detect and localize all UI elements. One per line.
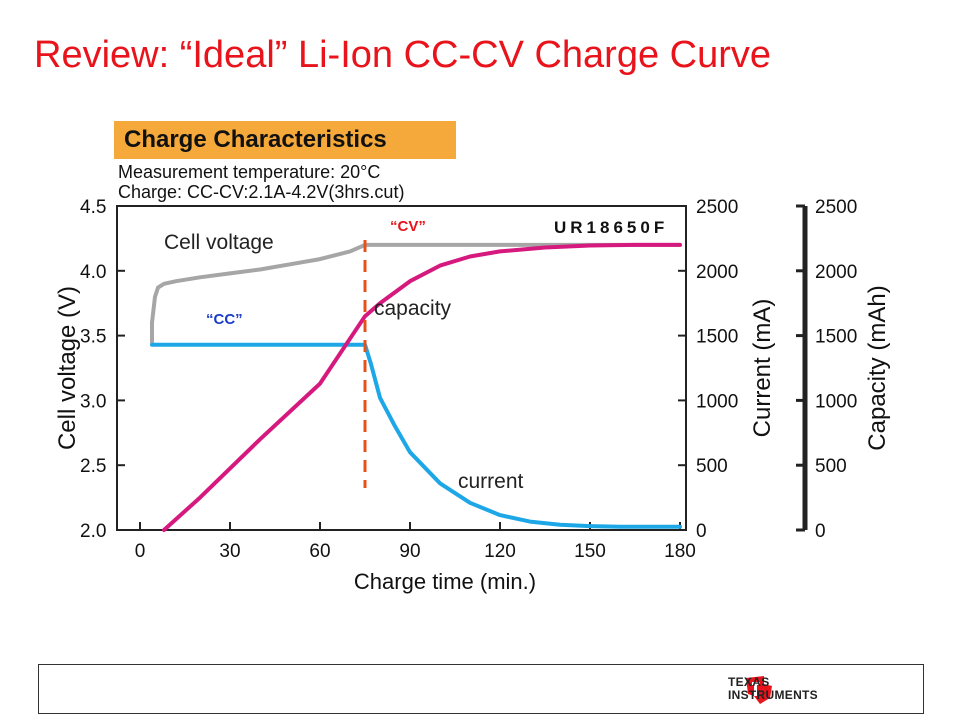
- charge-curve-chart: 0 30 60 90 120 150 180 Charge time (min.) 2.0 2.5…: [54, 197, 891, 594]
- annotation-cc: “CC”: [206, 311, 243, 328]
- annotation-capacity: capacity: [374, 297, 452, 320]
- ti-logo-line1: TEXAS: [728, 675, 770, 689]
- x-axis-label: Charge time (min.): [354, 569, 536, 594]
- plot-frame: [116, 205, 687, 531]
- footer-bar: [38, 664, 924, 714]
- y-right2-tick-label: 2500: [815, 197, 857, 218]
- y-right2-tick-label: 1000: [815, 391, 857, 412]
- x-tick-label: 120: [484, 541, 516, 562]
- series-line-capacity: [162, 242, 682, 532]
- x-tick-label: 150: [574, 541, 606, 562]
- annotation-cell-voltage: Cell voltage: [164, 231, 274, 254]
- x-tick-label: 180: [664, 541, 696, 562]
- y-right-tick-label: 0: [696, 521, 707, 542]
- y-left-tick-label: 4.5: [80, 197, 106, 218]
- series-line-cell-voltage: [150, 242, 682, 345]
- y-right2-tick-label: 2000: [815, 262, 857, 283]
- x-tick-label: 30: [219, 541, 240, 562]
- series-line-current: [150, 342, 682, 529]
- annotation-cv: “CV”: [390, 218, 426, 235]
- chart-header-title: Charge Characteristics: [114, 121, 456, 159]
- slide-title: Review: “Ideal” Li-Ion CC-CV Charge Curv…: [34, 34, 772, 76]
- ti-logo-line2: INSTRUMENTS: [728, 688, 818, 702]
- ti-logo-icon: [746, 676, 772, 704]
- annotation-current: current: [458, 470, 524, 493]
- measurement-temperature: Measurement temperature: 20°C: [118, 162, 381, 182]
- y-left-tick-label: 3.0: [80, 391, 106, 412]
- y-right-tick-label: 2000: [696, 262, 738, 283]
- ti-logo-wordmark: TEXAS INSTRUMENTS: [728, 676, 818, 702]
- y-left-tick-label: 2.0: [80, 521, 106, 542]
- x-tick-label: 90: [399, 541, 420, 562]
- y-left-axis-label: Cell voltage (V): [54, 286, 81, 450]
- y-right2-tick-label: 0: [815, 521, 826, 542]
- x-tick-label: 60: [309, 541, 330, 562]
- y-left-tick-label: 2.5: [80, 456, 106, 477]
- y-left-tick-label: 4.0: [80, 262, 106, 283]
- model-label: UR18650F: [554, 218, 668, 237]
- y-right2-tick-label: 500: [815, 456, 847, 477]
- y-right-tick-label: 1000: [696, 391, 738, 412]
- y-right2-tick-label: 1500: [815, 327, 857, 348]
- x-tick-label: 0: [135, 541, 146, 562]
- y-right-tick-label: 2500: [696, 197, 738, 218]
- y-right2-axis-label: Capacity (mAh): [864, 285, 891, 450]
- y-left-tick-label: 3.5: [80, 327, 106, 348]
- charge-condition: Charge: CC-CV:2.1A-4.2V(3hrs.cut): [118, 182, 405, 202]
- y-right-tick-label: 500: [696, 456, 728, 477]
- y-right-axis-label: Current (mA): [749, 299, 776, 438]
- y-right-tick-label: 1500: [696, 327, 738, 348]
